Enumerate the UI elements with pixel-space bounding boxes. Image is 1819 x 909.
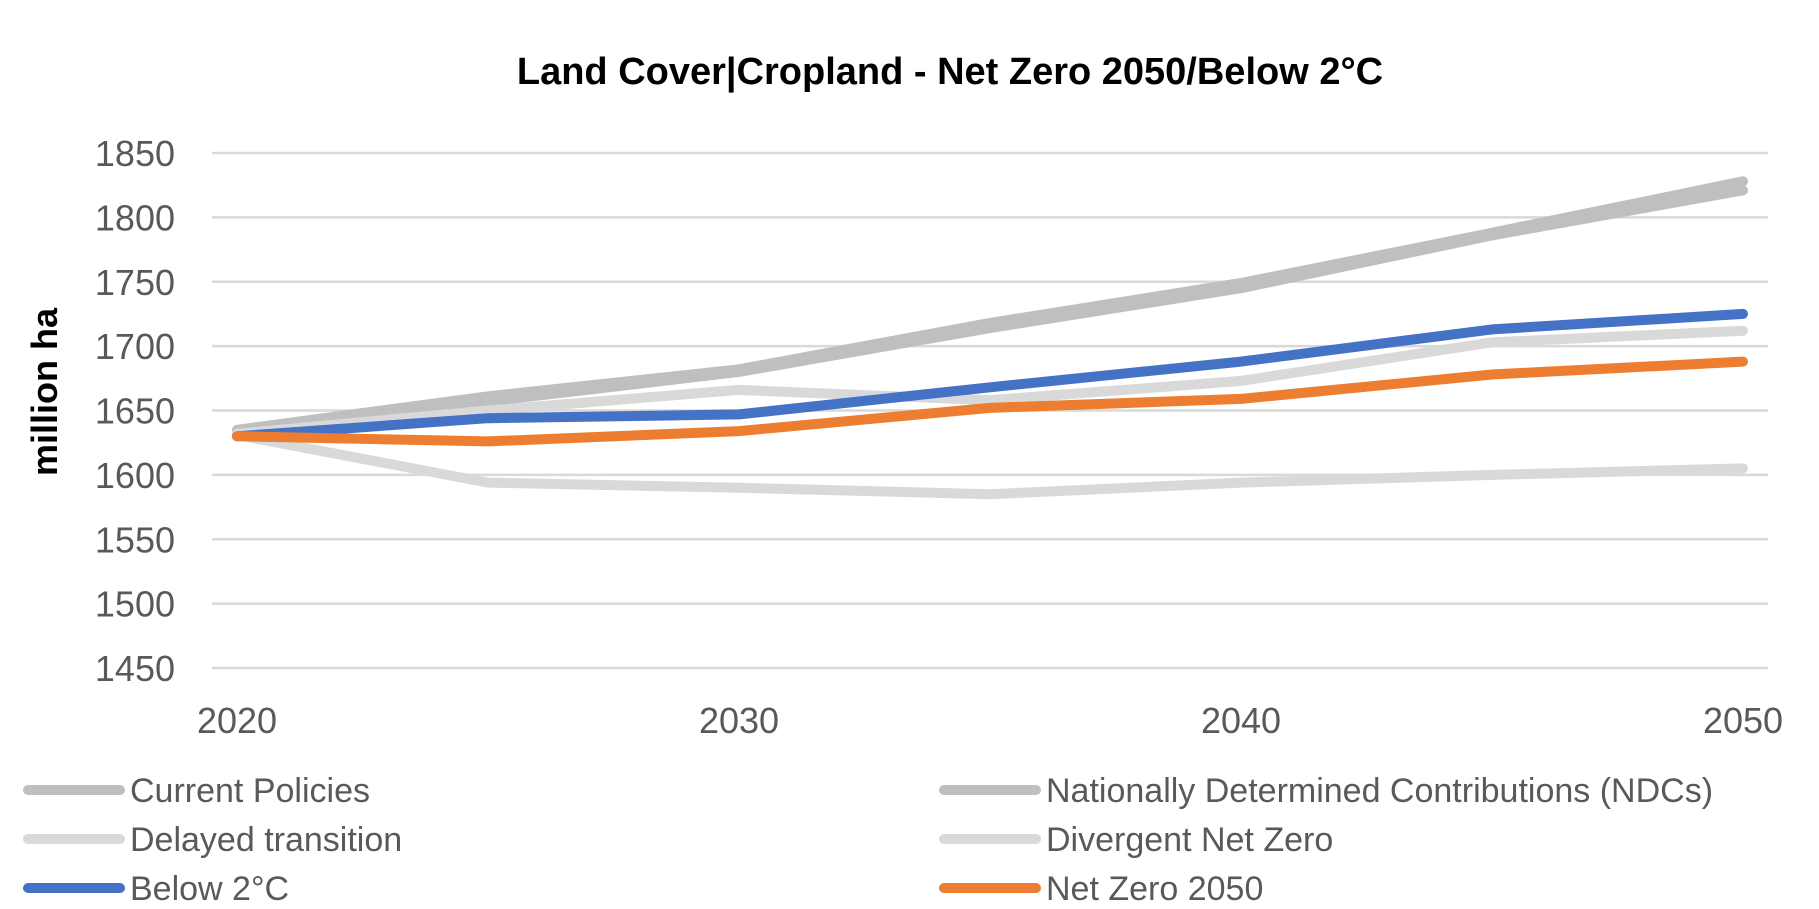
y-tick-label: 1450 xyxy=(95,648,175,689)
legend: Current Policies Nationally Determined Co… xyxy=(23,772,1713,908)
series-line xyxy=(232,185,1748,438)
x-tick-label: 2040 xyxy=(1201,700,1281,741)
series-line xyxy=(232,325,1748,439)
legend-label: Divergent Net Zero xyxy=(1046,821,1333,859)
x-tick-label: 2020 xyxy=(197,700,277,741)
y-axis-label: million ha xyxy=(24,307,65,476)
series-line xyxy=(232,356,1748,447)
x-tick-label: 2050 xyxy=(1703,700,1783,741)
x-axis-ticks: 2020 2030 2040 2050 xyxy=(197,700,1783,741)
y-tick-label: 1700 xyxy=(95,326,175,367)
legend-label: Net Zero 2050 xyxy=(1046,870,1263,908)
series-lines xyxy=(232,176,1748,500)
x-tick-label: 2030 xyxy=(699,700,779,741)
y-tick-label: 1800 xyxy=(95,197,175,238)
y-tick-label: 1600 xyxy=(95,455,175,496)
legend-label: Below 2°C xyxy=(130,870,289,908)
legend-label: Nationally Determined Contributions (NDC… xyxy=(1046,772,1713,810)
legend-label: Current Policies xyxy=(130,772,370,810)
y-tick-label: 1550 xyxy=(95,519,175,560)
chart-title: Land Cover|Cropland - Net Zero 2050/Belo… xyxy=(517,51,1383,93)
series-line xyxy=(232,430,1748,500)
y-tick-label: 1850 xyxy=(95,133,175,174)
y-tick-label: 1750 xyxy=(95,262,175,303)
legend-label: Delayed transition xyxy=(130,821,402,859)
series-line xyxy=(232,308,1748,442)
y-axis-ticks: 1850 1800 1750 1700 1650 1600 1550 1500 1450 xyxy=(95,133,175,689)
y-tick-label: 1500 xyxy=(95,584,175,625)
y-tick-label: 1650 xyxy=(95,391,175,432)
